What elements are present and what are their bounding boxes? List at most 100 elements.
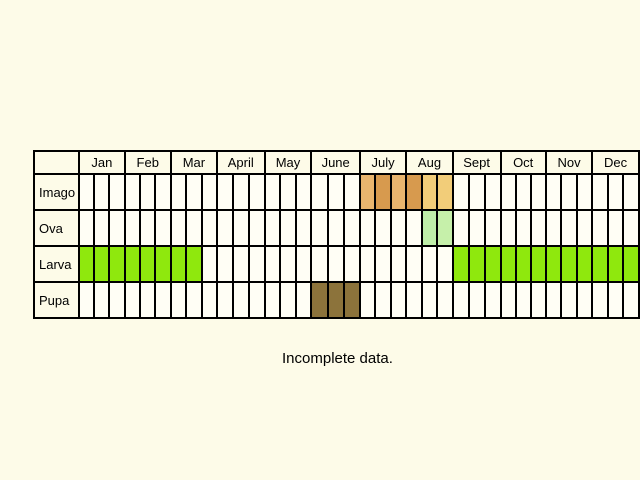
period-cell [499,173,517,211]
period-cell [560,209,578,247]
period-cell [405,209,423,247]
period-cell [436,209,454,247]
period-cell [575,209,594,247]
period-cell [529,281,547,319]
period-cell [606,281,625,319]
period-cell [560,281,578,319]
period-cell [169,209,188,247]
period-cell [154,209,172,247]
period-cell [215,245,234,283]
period-cell [514,245,532,283]
period-cell [169,245,188,283]
period-cell [93,173,111,211]
period-cell [606,245,625,283]
period-cell [514,281,532,319]
period-cell [591,173,609,211]
period-cell [108,209,126,247]
period-cell [420,209,439,247]
period-cell [78,281,96,319]
period-cell [591,245,609,283]
period-cell [483,173,502,211]
period-cell [514,173,532,211]
period-cell [405,281,423,319]
period-cell [154,245,172,283]
period-cell [499,281,517,319]
period-cell [139,245,157,283]
period-cell [358,245,377,283]
period-cell [389,281,408,319]
period-cell [215,209,234,247]
period-cell [263,281,282,319]
period-cell [405,173,423,211]
period-cell [451,281,470,319]
period-cell [247,173,266,211]
period-cell [389,173,408,211]
period-cell [139,209,157,247]
period-cell [467,245,486,283]
period-cell [78,245,96,283]
period-cell [310,209,329,247]
period-cell [326,173,345,211]
period-cell [420,245,439,283]
stage-label: Ova [32,209,81,247]
period-cell [606,173,625,211]
month-header-row: Jan Feb Mar April May June July Aug Sept Oct Nov De… [32,150,640,175]
period-cell [310,173,329,211]
period-cell [606,209,625,247]
stage-label: Imago [32,173,81,211]
period-cell [154,173,172,211]
period-cell [231,173,250,211]
period-cell [622,209,640,247]
period-cell [326,245,345,283]
month-label: Nov [544,150,594,175]
period-cell [279,209,297,247]
period-cell [185,245,203,283]
period-cell [310,281,329,319]
period-cell [185,209,203,247]
period-cell [451,245,470,283]
period-cell [279,281,297,319]
period-cell [326,281,345,319]
period-cell [575,281,594,319]
stage-row-larva: Larva [32,245,640,283]
period-cell [622,173,640,211]
period-cell [215,173,234,211]
month-label: Dec [591,150,640,175]
period-cell [467,209,486,247]
period-cell [342,173,361,211]
period-cell [591,209,609,247]
period-cell [342,245,361,283]
period-cell [499,245,517,283]
period-cell [560,245,578,283]
period-cell [139,281,157,319]
period-cell [358,281,377,319]
period-cell [247,281,266,319]
period-cell [169,173,188,211]
month-label: April [215,150,266,175]
period-cell [529,245,547,283]
period-cell [374,281,392,319]
life-cycle-table: Jan Feb Mar April May June July Aug Sept Oct Nov De… [32,150,640,319]
period-cell [123,245,142,283]
period-cell [467,281,486,319]
period-cell [389,209,408,247]
stage-label: Larva [32,245,81,283]
period-cell [575,245,594,283]
period-cell [154,281,172,319]
period-cell [544,209,563,247]
period-cell [78,173,96,211]
period-cell [544,173,563,211]
period-cell [247,209,266,247]
period-cell [529,209,547,247]
corner-cell [32,150,81,175]
period-cell [108,245,126,283]
period-cell [483,209,502,247]
period-cell [294,245,313,283]
month-label: May [263,150,313,175]
period-cell [436,281,454,319]
period-cell [93,245,111,283]
month-label: Aug [405,150,454,175]
period-cell [529,173,547,211]
period-cell [294,173,313,211]
stage-row-pupa: Pupa [32,281,640,319]
